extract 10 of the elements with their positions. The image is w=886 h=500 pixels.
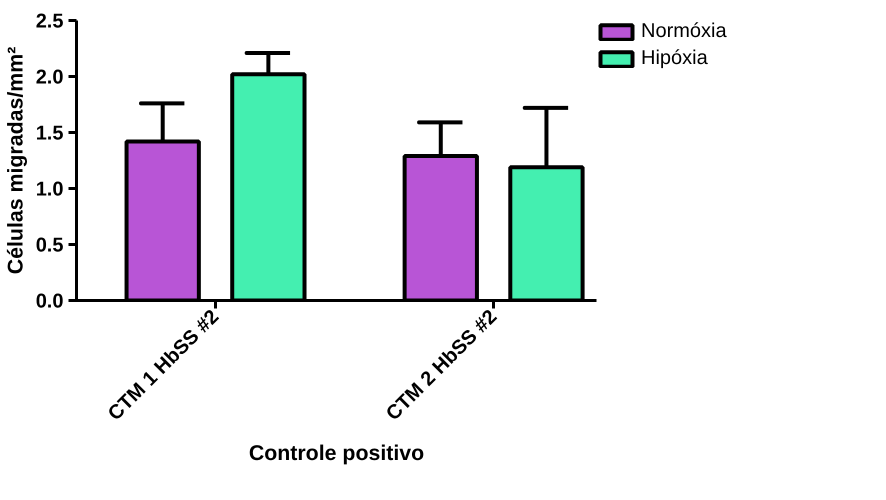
y-tick-label: 1.0 [36, 178, 64, 200]
y-tick-label: 2.0 [36, 66, 64, 88]
y-tick-label: 0.5 [36, 234, 64, 256]
y-tick-label: 2.5 [36, 10, 64, 32]
legend-label: Normóxia [641, 20, 727, 43]
legend-label: Hipóxia [641, 47, 708, 70]
y-tick-label: 0.0 [36, 290, 64, 312]
y-tick-label: 1.5 [36, 122, 64, 144]
y-axis-title: Células migradas/mm² [4, 46, 28, 274]
x-axis-title: Controle positivo [248, 440, 424, 465]
